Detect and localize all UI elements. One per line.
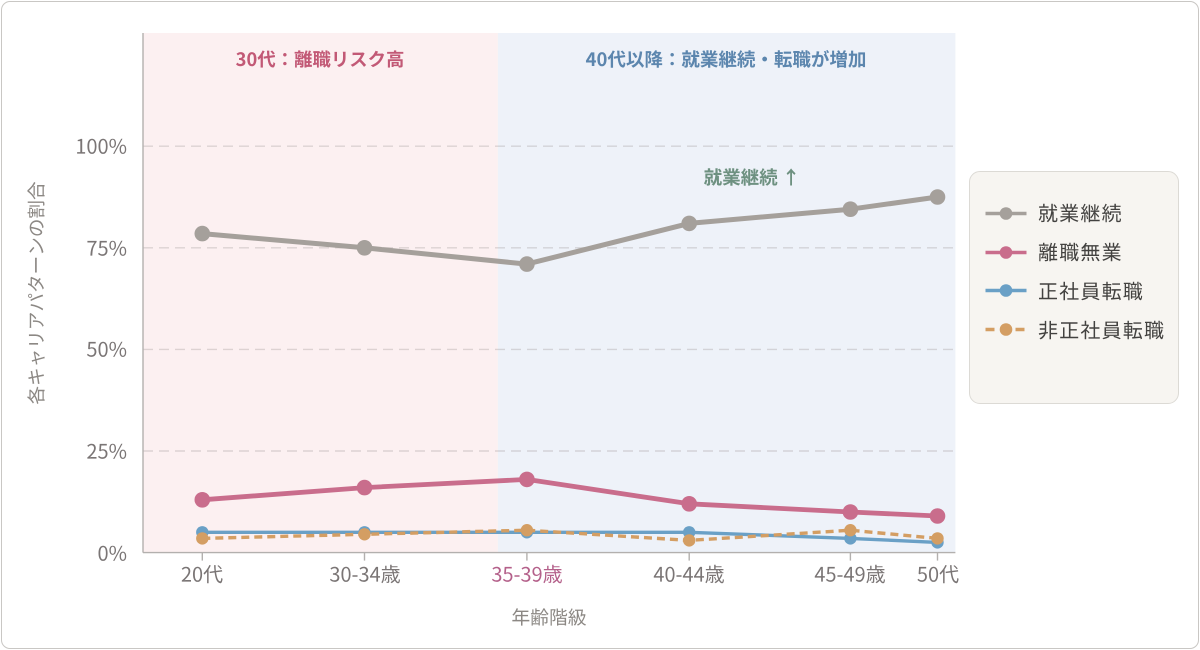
legend-label: 離職無業	[1038, 242, 1122, 262]
legend: 就業継続 離職無業 正社員転職 非正社員転職	[969, 171, 1179, 404]
x-axis-title: 年齢階級	[511, 608, 587, 627]
legend-item-hiseishain-tenshoku: 非正社員転職	[984, 310, 1178, 349]
legend-marker-solid-blue	[985, 284, 1027, 298]
y-tick-label-25%: 25%	[86, 441, 127, 461]
series-line-正社員転職	[202, 530, 938, 545]
y-tick-label-75%: 75%	[86, 238, 127, 258]
x-tick-label-20代: 20代	[181, 564, 223, 584]
data-point-就業継続-40-44歳	[681, 215, 697, 232]
data-point-離職無業-20代	[194, 492, 211, 508]
y-axis-title: 各キャリアパターンの割合	[27, 181, 46, 405]
x-tick-label-40-44歳: 40-44歳	[653, 564, 725, 584]
data-point-就業継続-45-49歳	[842, 201, 859, 217]
data-point-就業継続-30-34歳	[356, 240, 373, 256]
x-tick-label-50代: 50代	[916, 564, 959, 584]
legend-marker-solid-gray	[985, 207, 1027, 220]
data-point-非正社員転職-35-39歳	[520, 524, 534, 537]
data-point-離職無業-35-39歳	[519, 471, 535, 488]
x-tick-label-35-39歳: 35-39歳	[491, 564, 562, 584]
data-point-離職無業-30-34歳	[356, 479, 373, 496]
legend-marker-solid-pink	[985, 245, 1027, 259]
legend-item-shugyo-keizoku: 就業継続	[984, 194, 1178, 233]
series-line-非正社員転職	[202, 528, 938, 543]
data-point-非正社員転職-30-34歳	[358, 528, 371, 541]
legend-label: 非正社員転職	[1038, 320, 1164, 340]
legend-item-rishoku-mugyo: 離職無業	[984, 233, 1178, 272]
legend-marker-dashed-tan	[985, 323, 1027, 337]
legend-label: 正社員転職	[1038, 281, 1143, 301]
shaded-region-1	[497, 33, 956, 553]
series-line-就業継続	[202, 194, 938, 267]
legend-item-seishain-tenshoku: 正社員転職	[984, 272, 1178, 311]
data-point-就業継続-50代	[929, 189, 946, 205]
data-point-非正社員転職-40-44歳	[683, 534, 696, 547]
annotation-employment-continuation-up: 就業継続 ↑	[703, 168, 801, 187]
data-point-離職無業-45-49歳	[842, 504, 859, 520]
data-point-非正社員転職-45-49歳	[844, 524, 857, 537]
series-line-離職無業	[202, 476, 938, 519]
y-tick-label-100%: 100%	[75, 136, 127, 156]
shaded-region-0	[143, 33, 498, 553]
data-point-非正社員転職-20代	[196, 532, 209, 545]
data-point-離職無業-50代	[929, 508, 946, 524]
data-point-離職無業-40-44歳	[681, 496, 697, 512]
annotation-40s-continuation: 40代以降：就業継続・転職が増加	[585, 50, 867, 69]
data-point-非正社員転職-50代	[931, 532, 944, 545]
y-tick-label-0%: 0%	[98, 543, 128, 563]
data-point-就業継続-20代	[194, 225, 211, 242]
data-point-就業継続-35-39歳	[519, 256, 535, 272]
x-tick-label-45-49歳: 45-49歳	[815, 564, 886, 584]
annotation-30s-attrition-risk: 30代：離職リスク高	[236, 50, 405, 68]
legend-label: 就業継続	[1038, 203, 1122, 223]
x-tick-label-30-34歳: 30-34歳	[329, 564, 400, 584]
y-tick-label-50%: 50%	[86, 339, 127, 359]
